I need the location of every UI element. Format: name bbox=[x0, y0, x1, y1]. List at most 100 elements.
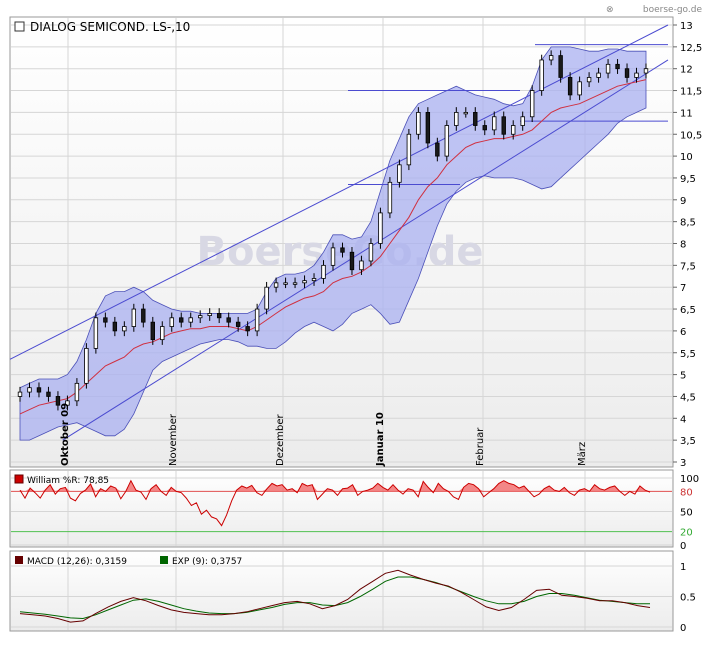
y-tick-label: 11,5 bbox=[680, 87, 702, 98]
candle-body bbox=[254, 308, 260, 332]
y-tick-label: 11 bbox=[680, 108, 693, 119]
candle-body bbox=[643, 68, 649, 74]
month-label: November bbox=[168, 413, 179, 466]
y-tick-label: 4,5 bbox=[680, 392, 696, 403]
candle-body bbox=[55, 396, 61, 406]
macd-legend-swatch bbox=[15, 556, 23, 564]
candle-body bbox=[624, 68, 630, 78]
y-tick-label: 7,5 bbox=[680, 261, 696, 272]
candle-body bbox=[425, 112, 431, 144]
candle-body bbox=[349, 251, 355, 271]
title-checkbox[interactable] bbox=[14, 21, 25, 32]
y-tick-label: 6 bbox=[680, 327, 686, 338]
candle-body bbox=[198, 315, 203, 319]
candle-body bbox=[473, 112, 478, 126]
macd-legend: MACD (12,26): 0,3159 bbox=[27, 557, 127, 567]
candle-body bbox=[122, 326, 127, 332]
y-tick-label: 3 bbox=[680, 458, 686, 469]
month-label: Oktober 09 bbox=[60, 403, 71, 466]
y-tick-label: 8 bbox=[680, 240, 686, 251]
exp-legend: EXP (9): 0,3757 bbox=[172, 557, 242, 567]
candle-body bbox=[416, 112, 421, 135]
watermark-icon: ⊗ bbox=[606, 5, 614, 15]
candle-body bbox=[463, 112, 468, 115]
candle-body bbox=[482, 125, 487, 131]
chart-title: DIALOG SEMICOND. LS-,10 bbox=[30, 20, 190, 34]
candle-body bbox=[27, 387, 32, 393]
candle-body bbox=[36, 387, 42, 393]
candle-body bbox=[131, 308, 137, 327]
candle-body bbox=[539, 59, 544, 91]
candle-body bbox=[406, 133, 412, 166]
candle-body bbox=[397, 164, 402, 183]
candle-body bbox=[511, 125, 516, 135]
month-label: Januar 10 bbox=[375, 412, 386, 467]
y-tick-label: 10 bbox=[680, 152, 693, 163]
month-label: Februar bbox=[475, 427, 486, 466]
candle-body bbox=[520, 116, 525, 126]
candle-body bbox=[273, 282, 279, 288]
moving-average-line bbox=[19, 79, 647, 415]
y-tick-label: 4 bbox=[680, 414, 686, 425]
watermark: boerse-go.de bbox=[643, 5, 703, 15]
candle-body bbox=[368, 243, 374, 262]
candle-body bbox=[226, 317, 231, 323]
macd-tick-label: 0.5 bbox=[680, 593, 696, 604]
candle-body bbox=[65, 400, 70, 406]
williams-legend: William %R: 78,85 bbox=[27, 476, 109, 486]
macd-tick-label: 0 bbox=[680, 623, 686, 634]
candle-body bbox=[577, 81, 582, 96]
candle-body bbox=[150, 321, 155, 341]
candle-body bbox=[93, 317, 99, 349]
candle-body bbox=[340, 247, 345, 253]
channel-upper-line bbox=[9, 24, 669, 360]
candle-body bbox=[615, 63, 620, 70]
candle-body bbox=[387, 181, 393, 214]
williams-tick-label: 50 bbox=[680, 508, 693, 519]
candle-body bbox=[112, 321, 118, 332]
candle-body bbox=[264, 286, 269, 310]
y-tick-label: 5 bbox=[680, 371, 686, 382]
williams-r-line bbox=[19, 479, 651, 527]
month-label: März bbox=[577, 442, 588, 466]
williams-tick-label: 0 bbox=[680, 541, 686, 552]
macd-tick-label: 1 bbox=[680, 562, 686, 573]
candle-body bbox=[605, 63, 611, 74]
candle-body bbox=[235, 321, 241, 327]
candle-body bbox=[84, 347, 89, 384]
channel-lower-line bbox=[62, 59, 669, 441]
y-tick-label: 8,5 bbox=[680, 218, 696, 229]
candle-body bbox=[141, 308, 146, 323]
y-tick-label: 12 bbox=[680, 65, 693, 76]
candle-body bbox=[548, 55, 554, 61]
macd-line bbox=[19, 569, 651, 623]
candle-body bbox=[74, 382, 80, 402]
williams-tick-label: 20 bbox=[680, 528, 693, 539]
candle-body bbox=[558, 55, 563, 78]
y-tick-label: 6,5 bbox=[680, 305, 696, 316]
candle-body bbox=[567, 77, 573, 96]
candle-body bbox=[179, 317, 184, 323]
y-tick-label: 10,5 bbox=[680, 130, 702, 141]
y-tick-label: 7 bbox=[680, 283, 686, 294]
candle-body bbox=[103, 317, 108, 323]
candle-body bbox=[207, 313, 212, 317]
candle-body bbox=[501, 116, 506, 135]
candle-body bbox=[435, 142, 440, 157]
y-tick-label: 3,5 bbox=[680, 436, 696, 447]
candle-body bbox=[321, 264, 326, 279]
candle-body bbox=[302, 280, 307, 284]
candle-body bbox=[359, 260, 364, 271]
candle-body bbox=[46, 391, 51, 397]
exp-legend-swatch bbox=[160, 556, 168, 564]
candle-body bbox=[378, 212, 383, 244]
y-tick-label: 12,5 bbox=[680, 43, 702, 54]
candle-body bbox=[596, 72, 601, 78]
candle-body bbox=[330, 247, 336, 266]
y-tick-label: 9 bbox=[680, 196, 686, 207]
y-tick-label: 13 bbox=[680, 21, 693, 32]
candle-body bbox=[17, 391, 23, 397]
y-tick-label: 9,5 bbox=[680, 174, 696, 185]
